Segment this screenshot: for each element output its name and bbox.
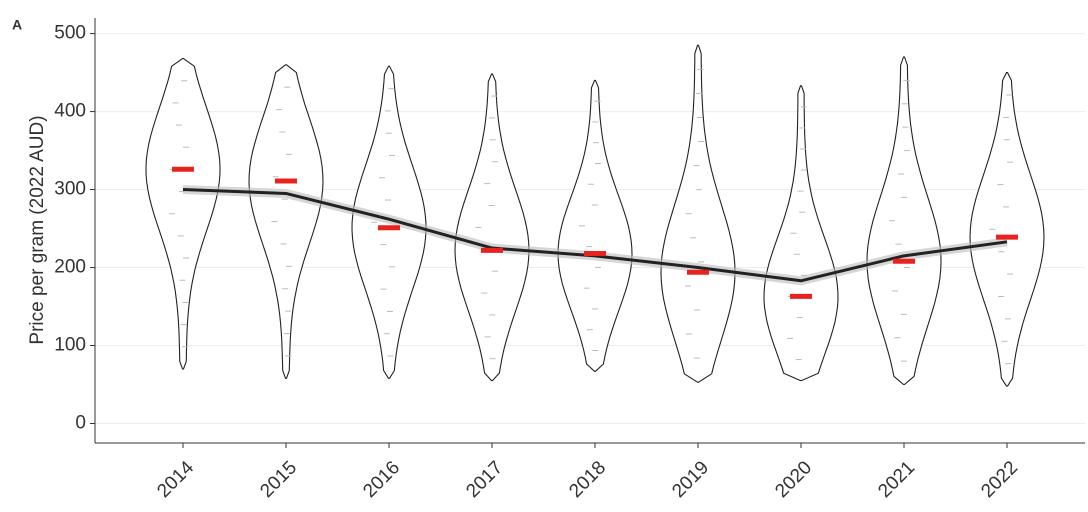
- x-tick-label: 2021: [874, 457, 919, 502]
- x-tick-label: 2018: [565, 457, 610, 502]
- x-tick-label: 2020: [771, 457, 816, 502]
- violin: [454, 73, 530, 382]
- violin: [763, 85, 839, 382]
- violin: [866, 56, 942, 386]
- y-tick-label: 400: [54, 101, 86, 122]
- x-tick-label: 2016: [359, 457, 404, 502]
- violin: [660, 44, 736, 383]
- y-tick-label: 300: [54, 179, 86, 200]
- violin: [557, 79, 633, 372]
- y-tick-label: 0: [75, 413, 86, 434]
- x-tick-label: 2017: [462, 457, 507, 502]
- y-tick-label: 100: [54, 335, 86, 356]
- violin: [248, 64, 324, 379]
- y-tick-label: 200: [54, 257, 86, 278]
- panel-label: A: [12, 17, 22, 33]
- y-tick-label: 500: [54, 23, 86, 44]
- y-axis-title: Price per gram (2022 AUD): [27, 115, 48, 344]
- x-tick-label: 2014: [153, 457, 198, 502]
- x-tick-label: 2015: [256, 457, 301, 502]
- violin: [145, 58, 221, 370]
- violin: [969, 72, 1045, 387]
- x-tick-label: 2022: [977, 457, 1022, 502]
- x-tick-label: 2019: [668, 457, 713, 502]
